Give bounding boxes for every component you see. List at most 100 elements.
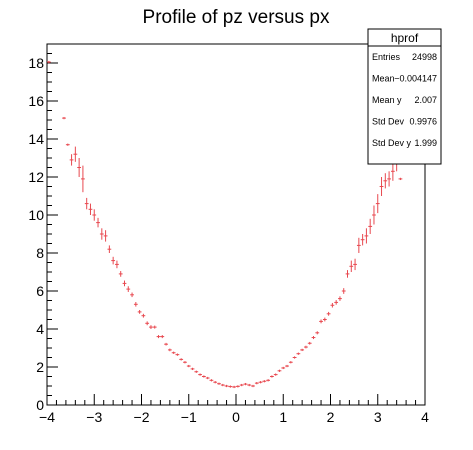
data-point xyxy=(372,205,376,225)
y-tick-label: 6 xyxy=(36,283,44,299)
data-point xyxy=(243,382,248,386)
data-point xyxy=(107,245,112,253)
data-point xyxy=(149,325,153,329)
stats-row-value: 1.999 xyxy=(414,138,437,148)
data-point xyxy=(145,321,150,326)
data-point xyxy=(322,317,327,322)
data-point xyxy=(111,256,116,265)
data-point xyxy=(379,177,384,196)
data-point xyxy=(88,203,93,215)
data-point xyxy=(247,383,252,387)
data-point xyxy=(311,336,316,340)
data-point xyxy=(224,384,229,388)
data-point xyxy=(115,260,119,269)
y-tick-label: 8 xyxy=(36,245,44,261)
data-point xyxy=(183,361,187,364)
data-point xyxy=(47,60,51,64)
data-point xyxy=(356,237,361,253)
data-point xyxy=(198,373,202,376)
y-tick-label: 16 xyxy=(28,93,44,109)
y-tick-label: 4 xyxy=(36,321,44,337)
data-point xyxy=(307,341,312,345)
data-point xyxy=(239,383,244,387)
data-point xyxy=(353,258,357,271)
x-tick-label: 0 xyxy=(232,409,240,425)
data-point xyxy=(175,353,180,356)
x-tick-label: −1 xyxy=(181,409,197,425)
data-point xyxy=(103,230,108,242)
data-point xyxy=(262,380,267,383)
data-point xyxy=(326,311,331,316)
y-tick-label: 12 xyxy=(28,169,44,185)
data-point xyxy=(368,218,373,234)
data-point xyxy=(164,342,168,346)
data-point xyxy=(236,385,240,388)
data-point xyxy=(349,260,354,272)
x-tick-label: 1 xyxy=(279,409,287,425)
x-tick-label: 3 xyxy=(374,409,382,425)
x-tick-label: 2 xyxy=(327,409,335,425)
data-point xyxy=(201,375,206,378)
data-point xyxy=(220,383,225,387)
data-point xyxy=(375,194,380,214)
data-point xyxy=(84,197,89,210)
data-point xyxy=(179,358,184,361)
y-tick-label: 2 xyxy=(36,359,44,375)
data-point xyxy=(258,381,263,384)
x-tick-label: 4 xyxy=(421,409,429,425)
stats-box: hprof Entries 24998 Mean −0.004147 Mean y 2.0… xyxy=(367,28,442,165)
data-point xyxy=(133,302,138,307)
data-point xyxy=(232,385,236,389)
stats-row-label: Mean xyxy=(372,74,395,84)
data-point xyxy=(213,381,218,384)
stats-box-title: hprof xyxy=(391,31,419,45)
stats-row-value: 24998 xyxy=(412,52,437,62)
stats-row-value: 2.007 xyxy=(414,95,437,105)
data-point xyxy=(92,209,97,221)
stats-row-label: Std Dev y xyxy=(372,138,412,148)
data-point xyxy=(292,356,297,359)
data-point xyxy=(77,158,82,177)
data-point xyxy=(122,280,127,287)
data-point xyxy=(277,369,282,372)
data-point xyxy=(315,331,320,335)
data-point xyxy=(205,376,210,380)
data-point xyxy=(217,382,221,385)
data-point xyxy=(156,335,161,339)
data-point xyxy=(62,116,66,120)
data-point xyxy=(194,370,199,373)
data-point xyxy=(160,335,165,339)
data-points xyxy=(47,60,412,389)
data-point xyxy=(137,310,142,314)
data-point xyxy=(167,348,172,352)
data-point xyxy=(65,143,70,146)
stats-rows: Entries 24998 Mean −0.004147 Mean y 2.007 Std … xyxy=(372,52,437,148)
data-point xyxy=(126,286,131,292)
y-tick-label: 0 xyxy=(36,397,44,413)
data-point xyxy=(338,296,342,301)
data-point xyxy=(296,352,301,355)
data-point xyxy=(251,384,255,388)
data-point xyxy=(190,367,195,371)
data-point xyxy=(130,292,134,298)
data-point xyxy=(118,271,123,277)
stats-row-label: Std Dev xyxy=(372,117,405,127)
data-point xyxy=(273,373,278,376)
data-point xyxy=(390,161,395,181)
stats-box-frame xyxy=(367,28,442,165)
data-point xyxy=(186,364,191,368)
data-point xyxy=(360,234,365,246)
data-point xyxy=(99,228,104,240)
data-point xyxy=(270,375,274,378)
data-point xyxy=(266,379,271,382)
data-point xyxy=(141,313,146,318)
data-point xyxy=(281,366,286,370)
x-tick-label: −2 xyxy=(134,409,150,425)
y-tick-label: 18 xyxy=(28,55,44,71)
data-point xyxy=(345,270,350,278)
stats-row-label: Mean y xyxy=(372,95,402,105)
data-point xyxy=(73,146,78,162)
data-point xyxy=(304,345,308,349)
